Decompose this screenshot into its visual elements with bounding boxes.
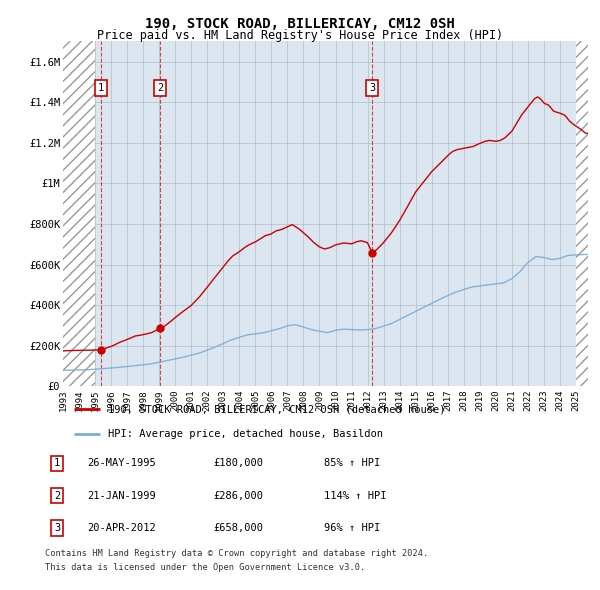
Text: 190, STOCK ROAD, BILLERICAY, CM12 0SH (detached house): 190, STOCK ROAD, BILLERICAY, CM12 0SH (d… — [109, 404, 446, 414]
Text: 85% ↑ HPI: 85% ↑ HPI — [324, 458, 380, 468]
Text: 21-JAN-1999: 21-JAN-1999 — [87, 491, 156, 500]
Text: HPI: Average price, detached house, Basildon: HPI: Average price, detached house, Basi… — [109, 430, 383, 440]
Text: 114% ↑ HPI: 114% ↑ HPI — [324, 491, 386, 500]
Text: 190, STOCK ROAD, BILLERICAY, CM12 0SH: 190, STOCK ROAD, BILLERICAY, CM12 0SH — [145, 17, 455, 31]
Text: 1: 1 — [54, 458, 60, 468]
Bar — [576, 41, 588, 386]
Text: 20-APR-2012: 20-APR-2012 — [87, 523, 156, 533]
Text: 96% ↑ HPI: 96% ↑ HPI — [324, 523, 380, 533]
Text: 3: 3 — [54, 523, 60, 533]
Text: £180,000: £180,000 — [213, 458, 263, 468]
Text: Price paid vs. HM Land Registry's House Price Index (HPI): Price paid vs. HM Land Registry's House … — [97, 30, 503, 42]
Text: £286,000: £286,000 — [213, 491, 263, 500]
Text: Contains HM Land Registry data © Crown copyright and database right 2024.: Contains HM Land Registry data © Crown c… — [45, 549, 428, 558]
Text: 2: 2 — [54, 491, 60, 500]
Text: 2: 2 — [157, 83, 163, 93]
Text: 1: 1 — [98, 83, 104, 93]
Bar — [63, 41, 95, 386]
Text: 26-MAY-1995: 26-MAY-1995 — [87, 458, 156, 468]
Text: £658,000: £658,000 — [213, 523, 263, 533]
Text: 3: 3 — [369, 83, 376, 93]
Text: This data is licensed under the Open Government Licence v3.0.: This data is licensed under the Open Gov… — [45, 563, 365, 572]
